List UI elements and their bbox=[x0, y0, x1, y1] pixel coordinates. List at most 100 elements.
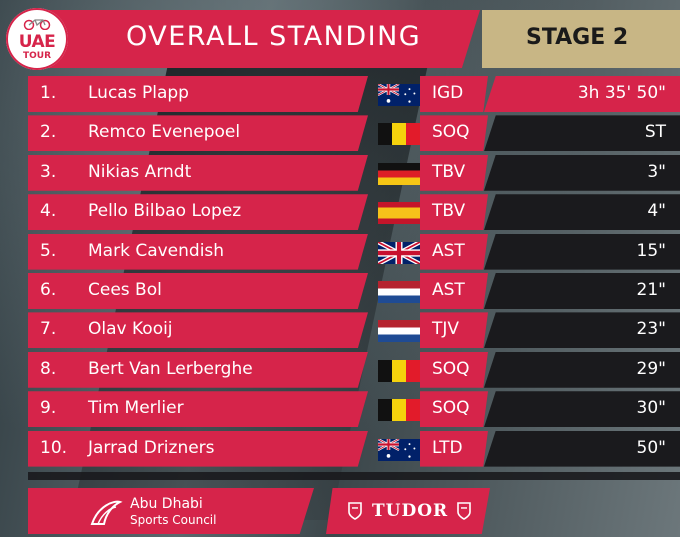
tudor-shield-icon bbox=[457, 502, 471, 520]
time-bar bbox=[484, 312, 680, 349]
rider-bar bbox=[28, 194, 368, 231]
team-bar bbox=[420, 76, 488, 112]
gap-time: 21" bbox=[636, 280, 666, 300]
stage-label: STAGE 2 bbox=[526, 25, 629, 50]
gap-time: 50" bbox=[636, 437, 666, 458]
gap-time: 23" bbox=[636, 319, 666, 340]
rider-bar bbox=[28, 312, 368, 349]
rank-position: 4. bbox=[40, 201, 57, 222]
belgium-flag bbox=[378, 359, 420, 382]
team-code: TBV bbox=[432, 161, 466, 182]
time-bar bbox=[484, 76, 680, 112]
bicycle-icon bbox=[23, 19, 51, 30]
netherlands-flag bbox=[378, 281, 420, 303]
table-row: 1. Lucas Plapp IGD 3h 35' 50" bbox=[0, 76, 680, 112]
rider-name: Mark Cavendish bbox=[88, 240, 225, 261]
logo-uae-text: UAE bbox=[18, 32, 56, 52]
team-bar bbox=[420, 115, 488, 152]
table-row: 5. Mark Cavendish AST 15" bbox=[0, 233, 680, 270]
rank-position: 5. bbox=[40, 240, 57, 261]
rider-name: Remco Evenepoel bbox=[88, 122, 241, 143]
gap-time: 30" bbox=[636, 398, 666, 419]
team-code: TBV bbox=[432, 201, 466, 222]
australia-flag bbox=[378, 84, 420, 106]
sponsor1-line1: Abu Dhabi bbox=[130, 496, 203, 512]
rider-name: Bert Van Lerberghe bbox=[88, 358, 253, 379]
rank-position: 10. bbox=[40, 437, 68, 458]
uae-tour-logo: UAE TOUR bbox=[6, 8, 68, 70]
time-bar bbox=[484, 430, 680, 467]
table-row: 4. Pello Bilbao Lopez TBV 4" bbox=[0, 194, 680, 231]
team-code: TJV bbox=[432, 319, 460, 340]
time-bar bbox=[484, 194, 680, 231]
rank-position: 7. bbox=[40, 319, 57, 340]
team-code: SOQ bbox=[432, 122, 470, 143]
rank-position: 3. bbox=[40, 161, 57, 182]
australia-flag bbox=[378, 438, 420, 461]
team-bar bbox=[420, 273, 488, 309]
rider-bar bbox=[28, 76, 368, 112]
team-code: AST bbox=[432, 280, 465, 300]
rider-name: Jarrad Drizners bbox=[88, 437, 215, 458]
team-bar bbox=[420, 233, 488, 270]
table-row: 3. Nikias Arndt TBV 3" bbox=[0, 154, 680, 191]
rider-bar bbox=[28, 391, 368, 428]
rider-bar bbox=[28, 233, 368, 270]
rider-name: Olav Kooij bbox=[88, 319, 173, 340]
time-bar bbox=[484, 233, 680, 270]
rider-bar bbox=[28, 273, 368, 309]
rank-position: 6. bbox=[40, 280, 57, 300]
time-bar bbox=[484, 391, 680, 428]
team-bar bbox=[420, 194, 488, 231]
sponsor1-line2: Sports Council bbox=[130, 513, 217, 527]
time-bar bbox=[484, 273, 680, 309]
table-row: 10. Jarrad Drizners LTD 50" bbox=[0, 430, 680, 467]
belgium-flag bbox=[378, 123, 420, 146]
team-code: SOQ bbox=[432, 358, 470, 379]
abu-dhabi-emblem-icon bbox=[90, 500, 123, 525]
rank-position: 9. bbox=[40, 398, 57, 419]
table-row: 6. Cees Bol AST 21" bbox=[0, 273, 680, 309]
team-code: LTD bbox=[432, 437, 463, 458]
sponsor-tudor: TUDOR bbox=[326, 488, 490, 534]
gap-time: 29" bbox=[636, 358, 666, 379]
belgium-flag bbox=[378, 399, 420, 422]
team-code: SOQ bbox=[432, 398, 470, 419]
table-row: 7. Olav Kooij TJV 23" bbox=[0, 312, 680, 349]
table-row: 9. Tim Merlier SOQ 30" bbox=[0, 391, 680, 428]
gap-time: 3" bbox=[647, 161, 666, 182]
team-bar bbox=[420, 351, 488, 388]
logo-tour-text: TOUR bbox=[22, 51, 52, 61]
uk-flag bbox=[378, 241, 420, 264]
table-row: 8. Bert Van Lerberghe SOQ 29" bbox=[0, 351, 680, 388]
rider-name: Nikias Arndt bbox=[88, 161, 192, 182]
stage-badge: STAGE 2 bbox=[482, 10, 680, 68]
spain-flag bbox=[378, 202, 420, 225]
tudor-shield-icon bbox=[348, 502, 362, 520]
rider-name: Cees Bol bbox=[88, 280, 162, 300]
team-bar bbox=[420, 154, 488, 191]
rider-bar bbox=[28, 115, 368, 152]
gap-time: 3h 35' 50" bbox=[577, 83, 666, 103]
rank-position: 8. bbox=[40, 358, 57, 379]
time-bar bbox=[484, 154, 680, 191]
rider-name: Lucas Plapp bbox=[88, 83, 189, 103]
team-code: IGD bbox=[432, 83, 464, 103]
rank-position: 1. bbox=[40, 83, 57, 103]
gap-time: ST bbox=[644, 122, 666, 143]
sponsor-abu-dhabi: Abu Dhabi Sports Council bbox=[28, 488, 314, 534]
team-bar bbox=[420, 391, 488, 428]
germany-flag bbox=[378, 162, 420, 185]
time-bar bbox=[484, 115, 680, 152]
team-bar bbox=[420, 312, 488, 349]
rider-bar bbox=[28, 430, 368, 467]
time-bar bbox=[484, 351, 680, 388]
rider-name: Tim Merlier bbox=[88, 398, 184, 419]
page-title: OVERALL STANDING bbox=[126, 21, 422, 52]
gap-time: 4" bbox=[647, 201, 666, 222]
team-code: AST bbox=[432, 240, 465, 261]
team-bar bbox=[420, 430, 488, 467]
gap-time: 15" bbox=[636, 240, 666, 261]
table-row: 2. Remco Evenepoel SOQ ST bbox=[0, 115, 680, 152]
header-title-bar: OVERALL STANDING bbox=[28, 10, 480, 68]
